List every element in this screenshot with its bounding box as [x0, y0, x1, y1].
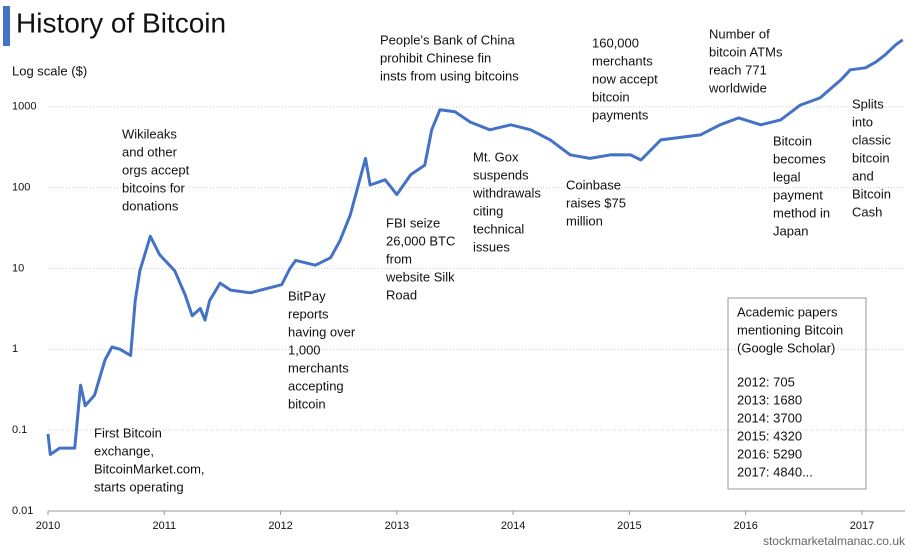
x-tick-label: 2017 [850, 520, 874, 532]
annotation: bitcoins for [122, 180, 186, 195]
annotation: worldwide [708, 80, 767, 95]
y-tick-label: 0.1 [12, 424, 27, 436]
annotation: bitcoin ATMs [709, 44, 783, 59]
annotation: bitcoin [852, 150, 890, 165]
x-tick-label: 2013 [385, 520, 409, 532]
papers-box [727, 297, 867, 490]
annotation: issues [473, 239, 510, 254]
annotation: Number of [709, 26, 770, 41]
annotation: technical [473, 221, 524, 236]
x-tick-label: 2010 [36, 520, 60, 532]
annotation: raises $75 [566, 195, 626, 210]
annotation: Road [386, 287, 417, 302]
title-bar [3, 6, 10, 46]
annotation: BitPay [288, 288, 326, 303]
papers-heading: Academic papers [737, 304, 838, 319]
annotation: merchants [288, 360, 349, 375]
y-tick-label: 10 [12, 262, 24, 274]
annotation: Japan [773, 223, 808, 238]
chart-title: History of Bitcoin [16, 7, 226, 38]
annotation: bitcoin [288, 396, 326, 411]
annotation: prohibit Chinese fin [380, 50, 491, 65]
annotation: 1,000 [288, 342, 321, 357]
annotation: starts operating [94, 479, 184, 494]
annotation: accepting [288, 378, 344, 393]
annotation: becomes [773, 151, 826, 166]
papers-row: 2016: 5290 [737, 446, 802, 461]
annotation: merchants [592, 53, 653, 68]
annotation: Bitcoin [852, 186, 891, 201]
annotation: now accept [592, 71, 658, 86]
annotation: orgs accept [122, 162, 190, 177]
annotation: bitcoin [592, 89, 630, 104]
annotation: Bitcoin [773, 133, 812, 148]
y-tick-label: 0.01 [12, 505, 33, 517]
annotation: suspends [473, 167, 529, 182]
papers-row: 2017: 4840... [737, 464, 813, 479]
annotation: donations [122, 198, 179, 213]
papers-row: 2012: 705 [737, 374, 795, 389]
annotation: withdrawals [472, 185, 541, 200]
papers-row: 2013: 1680 [737, 392, 802, 407]
annotation: reports [288, 306, 329, 321]
source: stockmarketalmanac.co.uk [763, 534, 906, 548]
x-tick-label: 2015 [617, 520, 641, 532]
papers-heading: mentioning Bitcoin [737, 322, 843, 337]
y-tick-label: 1 [12, 343, 18, 355]
annotation: citing [473, 203, 503, 218]
annotation: BitcoinMarket.com, [94, 461, 205, 476]
x-tick-label: 2011 [152, 520, 176, 532]
papers-row: 2015: 4320 [737, 428, 802, 443]
annotation: website Silk [385, 269, 455, 284]
x-tick-label: 2014 [501, 520, 525, 532]
annotation: 26,000 BTC [386, 233, 455, 248]
annotation: from [386, 251, 412, 266]
annotation: People's Bank of China [380, 32, 516, 47]
papers-heading: (Google Scholar) [737, 340, 835, 355]
annotation: having over [288, 324, 356, 339]
annotation: Mt. Gox [473, 149, 519, 164]
price-line [46, 38, 904, 456]
annotation: 160,000 [592, 35, 639, 50]
annotation: and other [122, 144, 178, 159]
annotation: FBI seize [386, 215, 440, 230]
annotation: million [566, 213, 603, 228]
annotation: method in [773, 205, 830, 220]
y-tick-label: 100 [12, 182, 30, 194]
annotation: exchange, [94, 443, 154, 458]
annotation: Coinbase [566, 177, 621, 192]
y-tick-label: 1000 [12, 101, 36, 113]
annotation: payment [773, 187, 823, 202]
x-tick-label: 2016 [733, 520, 757, 532]
annotation: Splits [852, 96, 884, 111]
x-tick-label: 2012 [268, 520, 292, 532]
annotation: legal [773, 169, 801, 184]
annotation: into [852, 114, 873, 129]
annotation: Cash [852, 204, 882, 219]
annotation: classic [852, 132, 892, 147]
annotation: Wikileaks [122, 126, 177, 141]
annotation: reach 771 [709, 62, 767, 77]
y-axis-label: Log scale ($) [12, 63, 87, 78]
papers-row: 2014: 3700 [737, 410, 802, 425]
annotation: and [852, 168, 874, 183]
annotation: payments [592, 107, 649, 122]
annotation: First Bitcoin [94, 425, 162, 440]
annotation: insts from using bitcoins [380, 68, 519, 83]
